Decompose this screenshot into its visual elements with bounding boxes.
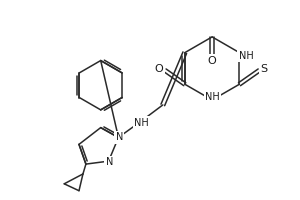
Text: S: S: [260, 64, 268, 74]
Text: O: O: [208, 56, 217, 66]
Text: N: N: [105, 157, 112, 167]
Text: O: O: [155, 64, 164, 74]
Text: NH: NH: [205, 92, 220, 102]
Text: S: S: [260, 64, 268, 74]
Text: NH: NH: [134, 117, 148, 127]
Text: N: N: [106, 157, 113, 167]
Text: N: N: [115, 132, 122, 142]
Text: N: N: [116, 132, 123, 142]
Text: NH: NH: [239, 51, 254, 61]
Text: NH: NH: [205, 92, 220, 102]
Text: O: O: [155, 64, 164, 74]
Text: NH: NH: [134, 118, 148, 128]
Text: NH: NH: [238, 51, 253, 61]
Text: O: O: [208, 56, 217, 66]
